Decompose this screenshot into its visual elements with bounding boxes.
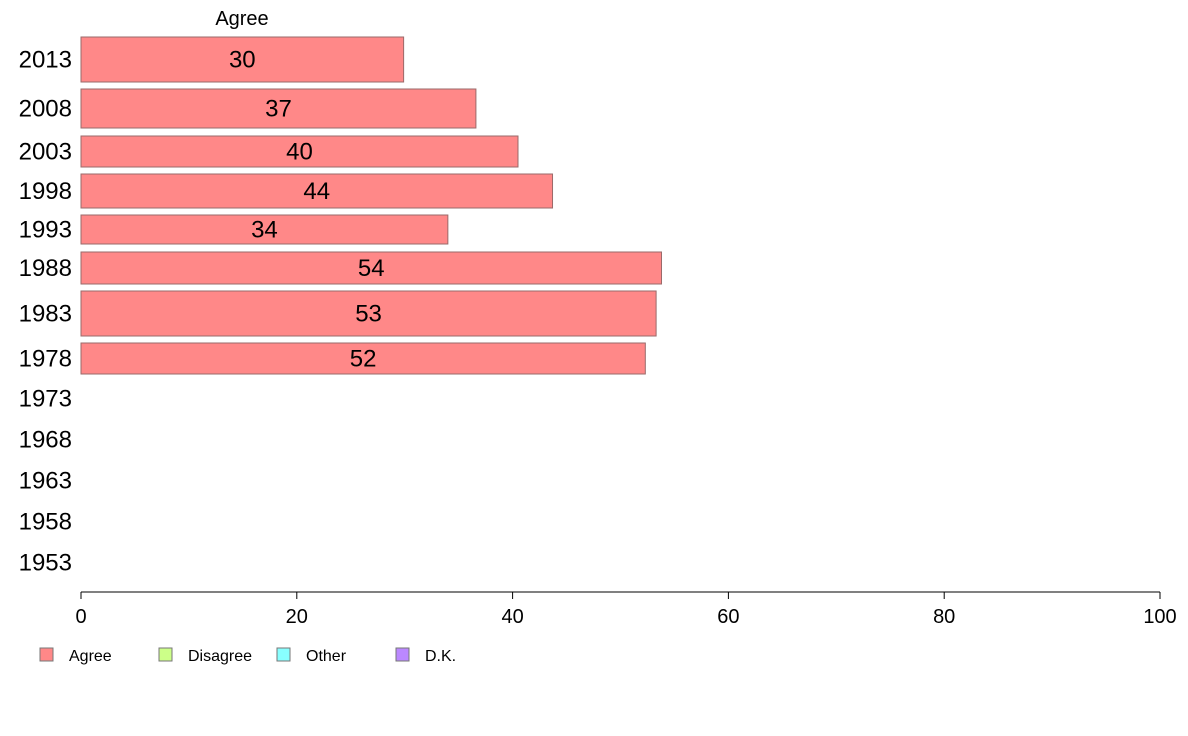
x-tick-label: 60 <box>717 606 739 628</box>
bar-value-label: 40 <box>286 139 313 166</box>
category-label: 1983 <box>19 301 72 328</box>
bar-value-label: 53 <box>355 301 382 328</box>
bar <box>80 342 646 375</box>
category-label: 1958 <box>19 509 72 536</box>
category-label: 1993 <box>19 217 72 244</box>
bar <box>80 251 663 285</box>
legend-label: Disagree <box>188 648 252 665</box>
category-label: 1988 <box>19 255 72 282</box>
x-tick-label: 100 <box>1143 606 1176 628</box>
bar-value-label: 52 <box>350 346 377 373</box>
bar <box>80 36 405 83</box>
category-label: 1968 <box>19 427 72 454</box>
category-label: 2008 <box>19 96 72 123</box>
bar-value-label: 34 <box>251 217 278 244</box>
legend-label: Other <box>306 648 347 665</box>
x-tick-label: 40 <box>501 606 523 628</box>
x-tick-label: 80 <box>933 606 955 628</box>
bar <box>80 135 519 168</box>
x-axis: 0 20 40 60 80 100 <box>75 591 1177 628</box>
legend-swatch <box>395 647 410 662</box>
x-tick-label: 20 <box>286 606 308 628</box>
panel-title: Agree <box>215 8 268 30</box>
category-labels: 2013 2008 2003 1998 1993 1988 1983 1978 1973 1968… <box>19 47 72 577</box>
bar <box>80 88 477 129</box>
category-label: 1998 <box>19 178 72 205</box>
legend-label: Agree <box>69 648 112 665</box>
bar <box>80 214 449 245</box>
bar-value-label: 37 <box>265 96 292 123</box>
category-label: 1978 <box>19 346 72 373</box>
x-tick-label: 0 <box>75 606 86 628</box>
bar <box>80 290 657 337</box>
bar-value-labels: 30 37 40 44 34 54 53 52 <box>229 47 385 373</box>
category-label: 2013 <box>19 47 72 74</box>
legend-label: D.K. <box>425 648 456 665</box>
legend: Agree Disagree Other D.K. <box>39 647 456 665</box>
category-label: 2003 <box>19 139 72 166</box>
bar-value-label: 44 <box>303 178 330 205</box>
bar-value-label: 54 <box>358 255 385 282</box>
legend-swatch <box>39 647 54 662</box>
legend-swatch <box>158 647 173 662</box>
category-label: 1963 <box>19 468 72 495</box>
legend-swatch <box>276 647 291 662</box>
bar <box>80 173 554 209</box>
category-label: 1953 <box>19 550 72 577</box>
bar-value-label: 30 <box>229 47 256 74</box>
bars <box>80 36 663 375</box>
category-label: 1973 <box>19 386 72 413</box>
